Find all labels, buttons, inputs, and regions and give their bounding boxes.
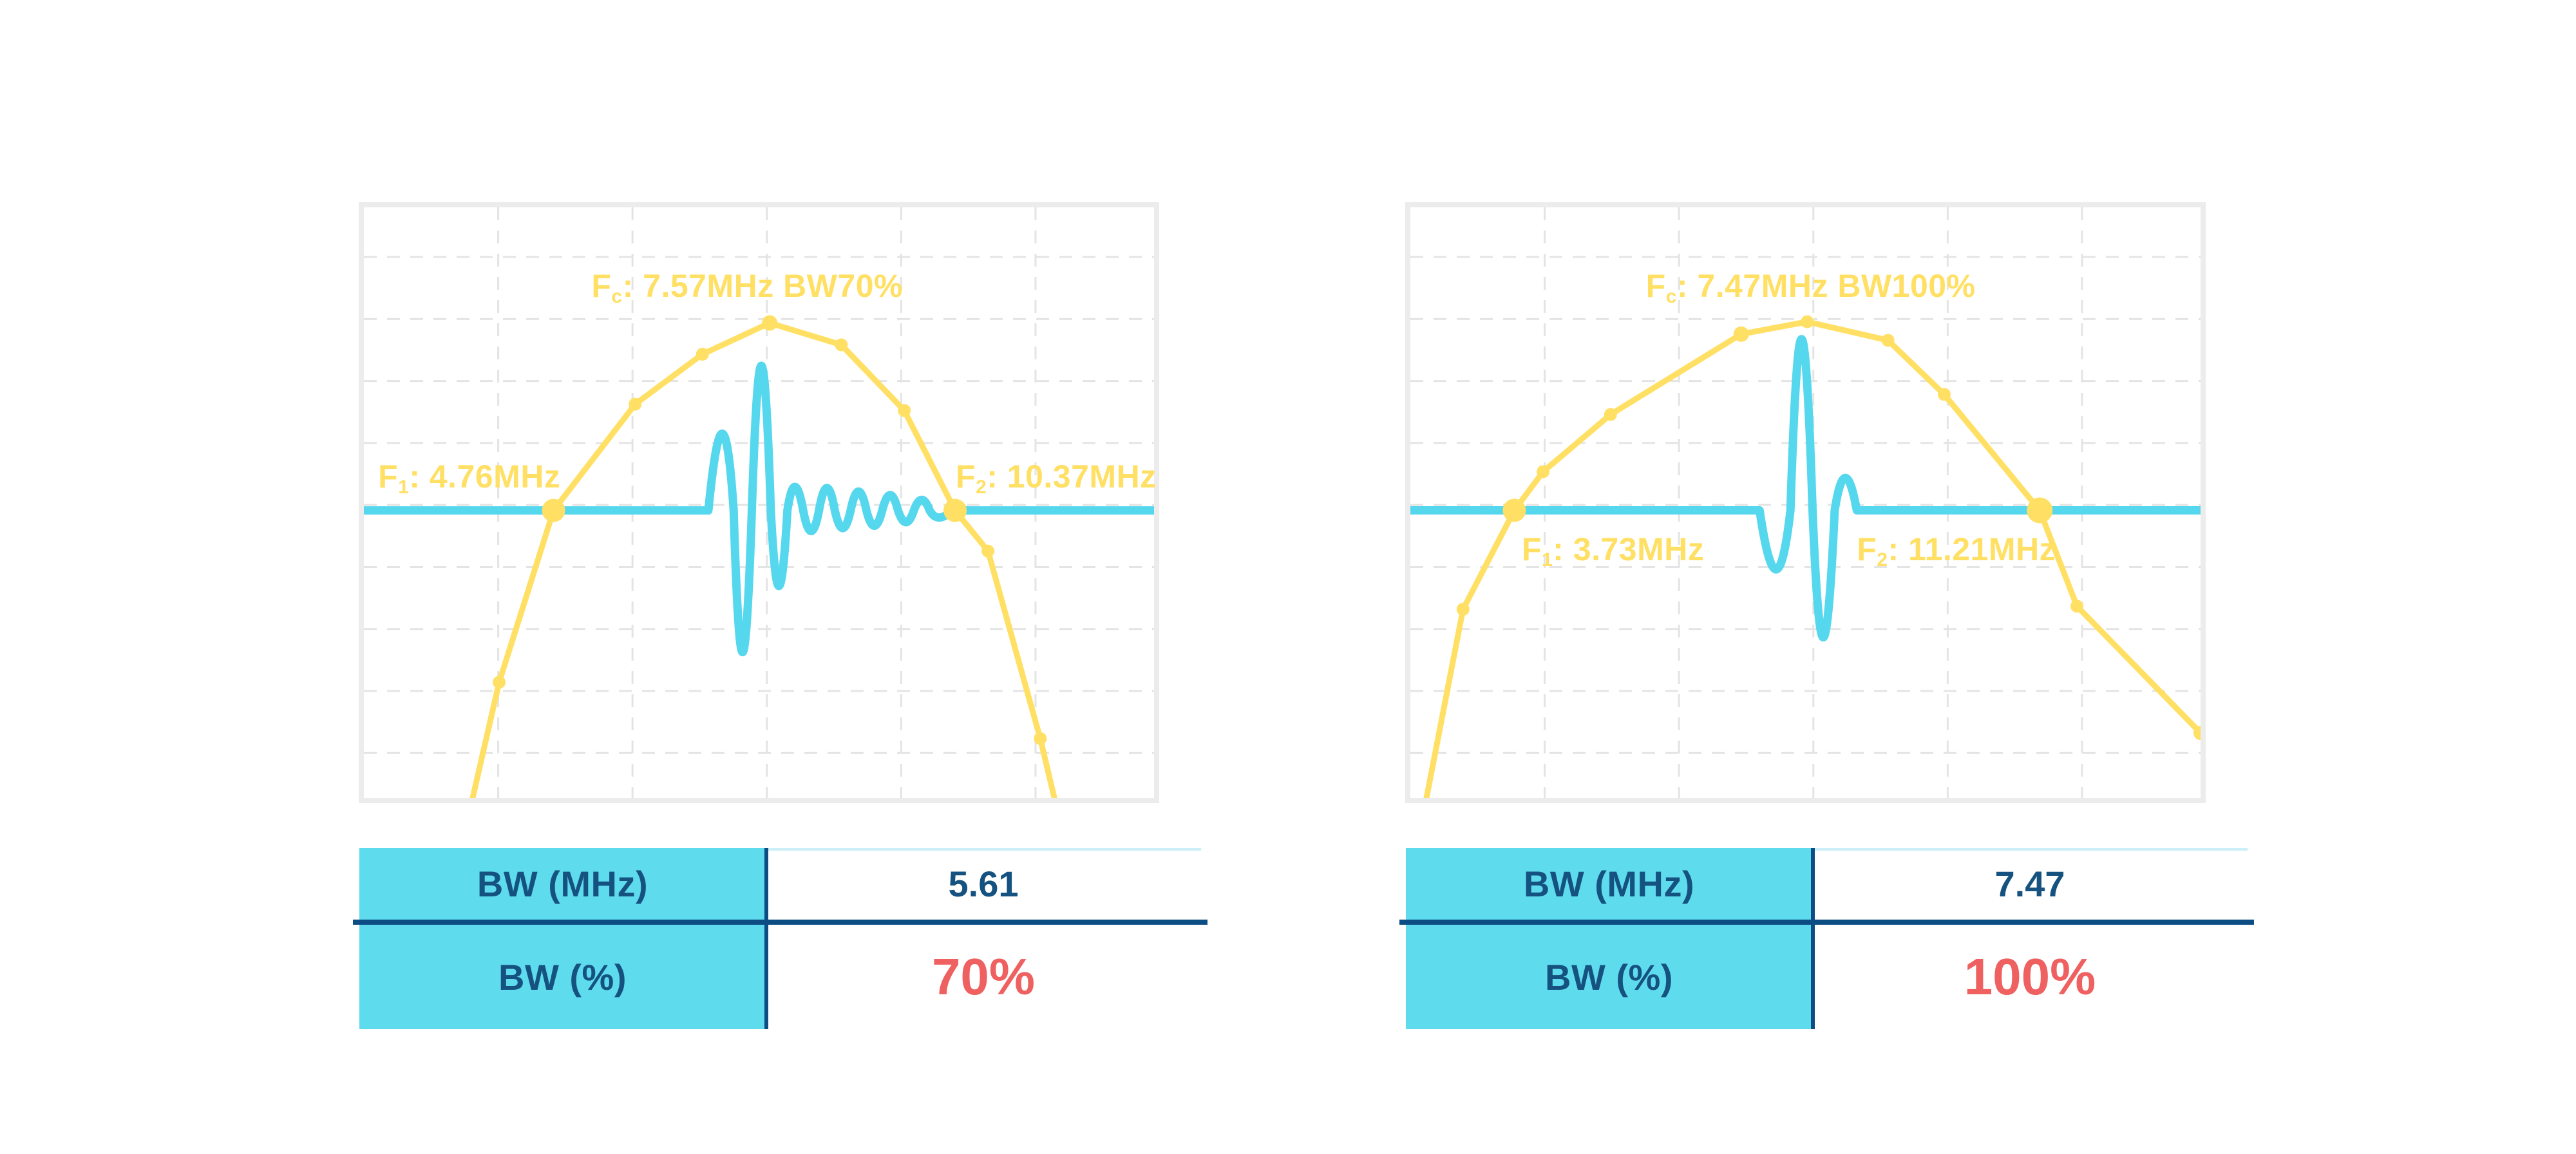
bw-mhz-value: 7.47	[1994, 864, 2065, 904]
fc-annotation: Fc: 7.57MHz BW70%	[591, 268, 903, 308]
f1-annotation: F1: 4.76MHz	[378, 458, 561, 498]
bw-table-70: BW (MHz) 5.61 BW (%) 70%	[353, 848, 1208, 1029]
spectrum-chart-bw100: Fc: 7.47MHz BW100% F1: 3.73MHz F2: 11.21…	[1405, 202, 2206, 803]
bw-mhz-label: BW (MHz)	[477, 864, 649, 904]
spectrum-plot-bw100	[1410, 207, 2201, 798]
bw-mhz-value: 5.61	[948, 864, 1019, 904]
bw-pct-label-cell: BW (%)	[1406, 925, 1812, 1029]
bw-pct-value: 70%	[931, 948, 1036, 1005]
bw-mhz-value-cell: 7.47	[1812, 848, 2248, 920]
bw-table-100: BW (MHz) 7.47 BW (%) 100%	[1399, 848, 2254, 1029]
bw-mhz-label-cell: BW (MHz)	[1406, 848, 1812, 920]
table-column-divider-line	[1811, 848, 1815, 1029]
bw-mhz-label-cell: BW (MHz)	[359, 848, 766, 920]
bw-pct-label: BW (%)	[1545, 956, 1673, 998]
bw-pct-value-cell: 70%	[766, 925, 1201, 1029]
bw-pct-value: 100%	[1964, 948, 2096, 1005]
f1-annotation: F1: 3.73MHz	[1522, 531, 1705, 571]
bw-pct-label-cell: BW (%)	[359, 925, 766, 1029]
bw-pct-label: BW (%)	[498, 956, 627, 998]
f2-annotation: F2: 11.21MHz	[1857, 531, 2056, 571]
bw-pct-value-cell: 100%	[1812, 925, 2248, 1029]
spectrum-chart-bw70: Fc: 7.57MHz BW70% F1: 4.76MHz F2: 10.37M…	[359, 202, 1159, 803]
panel-bw70: Fc: 7.57MHz BW70% F1: 4.76MHz F2: 10.37M…	[353, 202, 1215, 1046]
f2-annotation: F2: 10.37MHz	[956, 458, 1157, 498]
fc-annotation: Fc: 7.47MHz BW100%	[1645, 268, 1976, 308]
table-row-divider-line	[353, 920, 1208, 925]
table-top-border	[766, 848, 1201, 851]
bw-mhz-label: BW (MHz)	[1523, 864, 1695, 904]
table-top-border	[1812, 848, 2248, 851]
table-row-divider-line	[1399, 920, 2254, 925]
panel-bw100: Fc: 7.47MHz BW100% F1: 3.73MHz F2: 11.21…	[1399, 202, 2262, 1046]
spectrum-plot-bw70	[364, 207, 1154, 798]
bw-mhz-value-cell: 5.61	[766, 848, 1201, 920]
table-column-divider-line	[764, 848, 768, 1029]
